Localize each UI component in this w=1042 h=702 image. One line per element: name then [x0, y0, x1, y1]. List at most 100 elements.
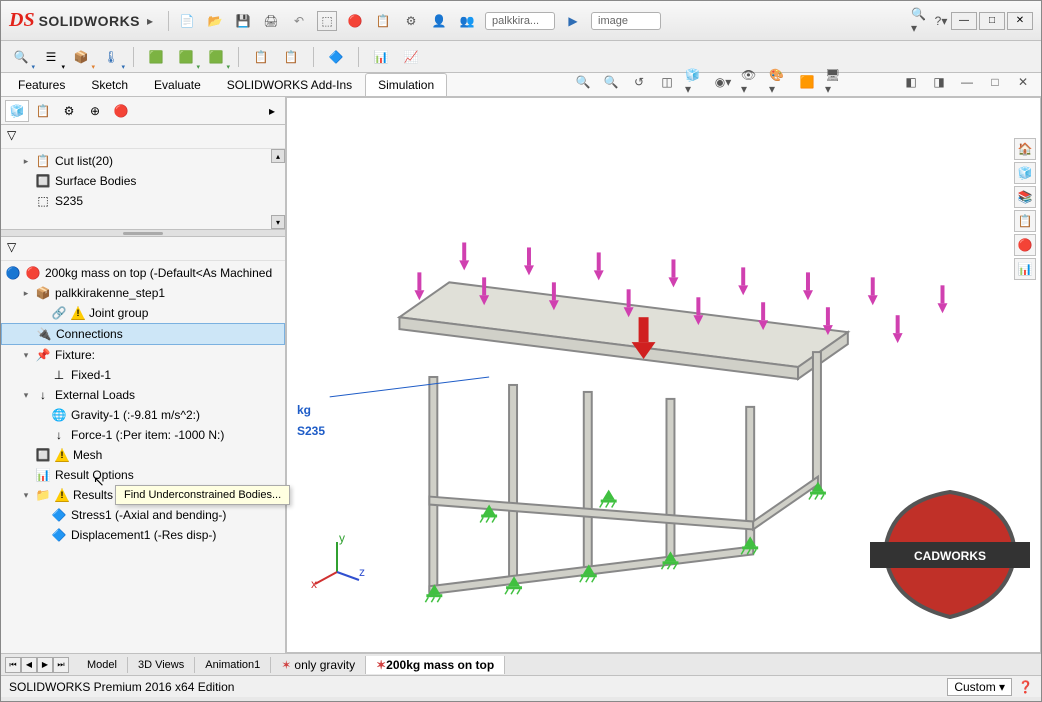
sim-cube3-icon[interactable]: 🟩▾ — [204, 45, 228, 69]
sim-cube2-icon[interactable]: 🟩▾ — [174, 45, 198, 69]
bottom-tab-model[interactable]: Model — [77, 657, 128, 673]
close-button[interactable]: ✕ — [1007, 12, 1033, 30]
tree-item[interactable]: ▸📋Cut list(20) — [1, 151, 285, 171]
temp-icon[interactable]: 🌡▾ — [99, 45, 123, 69]
sim-tree-item[interactable]: 🔷Stress1 (-Axial and bending-) — [1, 505, 285, 525]
user2-icon[interactable]: 👥 — [457, 11, 477, 31]
search-icon[interactable]: 🔍▾ — [911, 11, 931, 31]
panel-tab-property[interactable]: 📋 — [31, 100, 55, 122]
vt-cube-icon[interactable]: 🧊 — [1014, 162, 1036, 184]
report2-icon[interactable]: 📋 — [279, 45, 303, 69]
zoom-area-icon[interactable]: 🔍 — [601, 72, 621, 92]
section-icon[interactable]: ◫ — [657, 72, 677, 92]
rebuild-icon[interactable]: 🔴 — [345, 11, 365, 31]
panel-tab-config[interactable]: ⚙ — [57, 100, 81, 122]
sim-tree-item[interactable]: 🌐Gravity-1 (:-9.81 m/s^2:) — [1, 405, 285, 425]
study-root[interactable]: 🔵 🔴 200kg mass on top (-Default<As Machi… — [1, 263, 285, 283]
mesh-icon[interactable]: 🔷 — [324, 45, 348, 69]
save-icon[interactable]: 💾 — [233, 11, 253, 31]
simulation-tree: 🔵 🔴 200kg mass on top (-Default<As Machi… — [1, 261, 285, 653]
vt-appear-icon[interactable]: 🔴 — [1014, 234, 1036, 256]
warning-icon: ! — [71, 306, 85, 320]
tree-item[interactable]: ⬚S235 — [1, 191, 285, 211]
3d-viewport[interactable]: kg S235 y x z 🏠 🧊 📚 📋 🔴 📊 CADWORKS — [286, 97, 1041, 653]
panel-tab-feature-tree[interactable]: 🧊 — [5, 100, 29, 122]
open-icon[interactable]: 📂 — [205, 11, 225, 31]
sim-tree-item[interactable]: 🔷Displacement1 (-Res disp-) — [1, 525, 285, 545]
tab-addins[interactable]: SOLIDWORKS Add-Ins — [214, 73, 365, 96]
sim-tree-item[interactable]: ↓Force-1 (:Per item: -1000 N:) — [1, 425, 285, 445]
display-style-icon[interactable]: ◉▾ — [713, 72, 733, 92]
tab-sketch[interactable]: Sketch — [78, 73, 141, 96]
panel-right-icon[interactable]: ◨ — [929, 72, 949, 92]
prev-view-icon[interactable]: ↺ — [629, 72, 649, 92]
report-icon[interactable]: 📋 — [249, 45, 273, 69]
zoom-fit-icon[interactable]: 🔍 — [573, 72, 593, 92]
doc-min-icon[interactable]: — — [957, 72, 977, 92]
tab-nav-first[interactable]: ⏮ — [5, 657, 21, 673]
list-icon[interactable]: ☰▾ — [39, 45, 63, 69]
bottom-tab-gravity[interactable]: ✶ only gravity — [271, 656, 366, 674]
doc-max-icon[interactable]: □ — [985, 72, 1005, 92]
tab-simulation[interactable]: Simulation — [365, 73, 447, 96]
status-help-icon[interactable]: ❓ — [1018, 680, 1033, 694]
panel-splitter[interactable] — [1, 229, 285, 237]
vt-clip-icon[interactable]: 📋 — [1014, 210, 1036, 232]
sim-tree-item[interactable]: ▸📦palkkirakenne_step1 — [1, 283, 285, 303]
settings-icon[interactable]: ⚙ — [401, 11, 421, 31]
maximize-button[interactable]: □ — [979, 12, 1005, 30]
options-icon[interactable]: 📋 — [373, 11, 393, 31]
search-commands-input[interactable]: image — [591, 12, 661, 30]
panel-tab-display[interactable]: 🔴 — [109, 100, 133, 122]
hide-show-icon[interactable]: 👁▾ — [741, 72, 761, 92]
sim-tree-item[interactable]: 📊Result Options — [1, 465, 285, 485]
undo-icon[interactable]: ↶ — [289, 11, 309, 31]
appearance-icon[interactable]: 🎨▾ — [769, 72, 789, 92]
tab-features[interactable]: Features — [5, 73, 78, 96]
zoom-icon[interactable]: 🔍▾ — [9, 45, 33, 69]
panel-tab-dimx[interactable]: ⊕ — [83, 100, 107, 122]
scroll-up-icon[interactable]: ▴ — [271, 149, 285, 163]
status-units-combo[interactable]: Custom ▾ — [947, 678, 1012, 696]
tree-item[interactable]: 🔲Surface Bodies — [1, 171, 285, 191]
select-icon[interactable]: ⬚ — [317, 11, 337, 31]
vt-layers-icon[interactable]: 📚 — [1014, 186, 1036, 208]
logo-dropdown-icon[interactable]: ▸ — [140, 11, 160, 31]
help-icon[interactable]: ?▾ — [931, 11, 951, 31]
tab-nav-next[interactable]: ▶ — [37, 657, 53, 673]
print-icon[interactable]: 🖨 — [261, 11, 281, 31]
tab-nav-prev[interactable]: ◀ — [21, 657, 37, 673]
sim-tree-item[interactable]: ⊥Fixed-1 — [1, 365, 285, 385]
bottom-tab-200kg[interactable]: ✶200kg mass on top — [366, 656, 505, 674]
sim-tree-item[interactable]: 🔌Connections — [1, 323, 285, 345]
material-callout: kg S235 — [297, 398, 325, 440]
scene-icon[interactable]: 🟧 — [797, 72, 817, 92]
sim-tree-item[interactable]: ▾📌Fixture: — [1, 345, 285, 365]
vt-home-icon[interactable]: 🏠 — [1014, 138, 1036, 160]
sim-tree-item[interactable]: 🔗!Joint group — [1, 303, 285, 323]
sim-cube-icon[interactable]: 🟩 — [144, 45, 168, 69]
sim-tree-item[interactable]: ▾↓External Loads — [1, 385, 285, 405]
vt-decal-icon[interactable]: 📊 — [1014, 258, 1036, 280]
bottom-tab-3dviews[interactable]: 3D Views — [128, 657, 195, 673]
scroll-down-icon[interactable]: ▾ — [271, 215, 285, 229]
tab-nav-last[interactable]: ⏭ — [53, 657, 69, 673]
plot-icon[interactable]: 📈 — [399, 45, 423, 69]
filter-icon[interactable]: ▽ — [7, 128, 25, 146]
search-play-icon[interactable]: ▶ — [563, 11, 583, 31]
view-settings-icon[interactable]: 🖥▾ — [825, 72, 845, 92]
minimize-button[interactable]: — — [951, 12, 977, 30]
tab-evaluate[interactable]: Evaluate — [141, 73, 214, 96]
results-icon[interactable]: 📊 — [369, 45, 393, 69]
material-icon[interactable]: 📦▾ — [69, 45, 93, 69]
new-doc-icon[interactable]: 📄 — [177, 11, 197, 31]
search-files-input[interactable]: palkkira... — [485, 12, 555, 30]
filter2-icon[interactable]: ▽ — [7, 240, 25, 258]
view-orient-icon[interactable]: 🧊▾ — [685, 72, 705, 92]
panel-left-icon[interactable]: ◧ — [901, 72, 921, 92]
panel-collapse-icon[interactable]: ▸ — [263, 104, 281, 118]
sim-tree-item[interactable]: 🔲!Mesh — [1, 445, 285, 465]
bottom-tab-animation[interactable]: Animation1 — [195, 657, 271, 673]
doc-close-icon[interactable]: ✕ — [1013, 72, 1033, 92]
user1-icon[interactable]: 👤 — [429, 11, 449, 31]
